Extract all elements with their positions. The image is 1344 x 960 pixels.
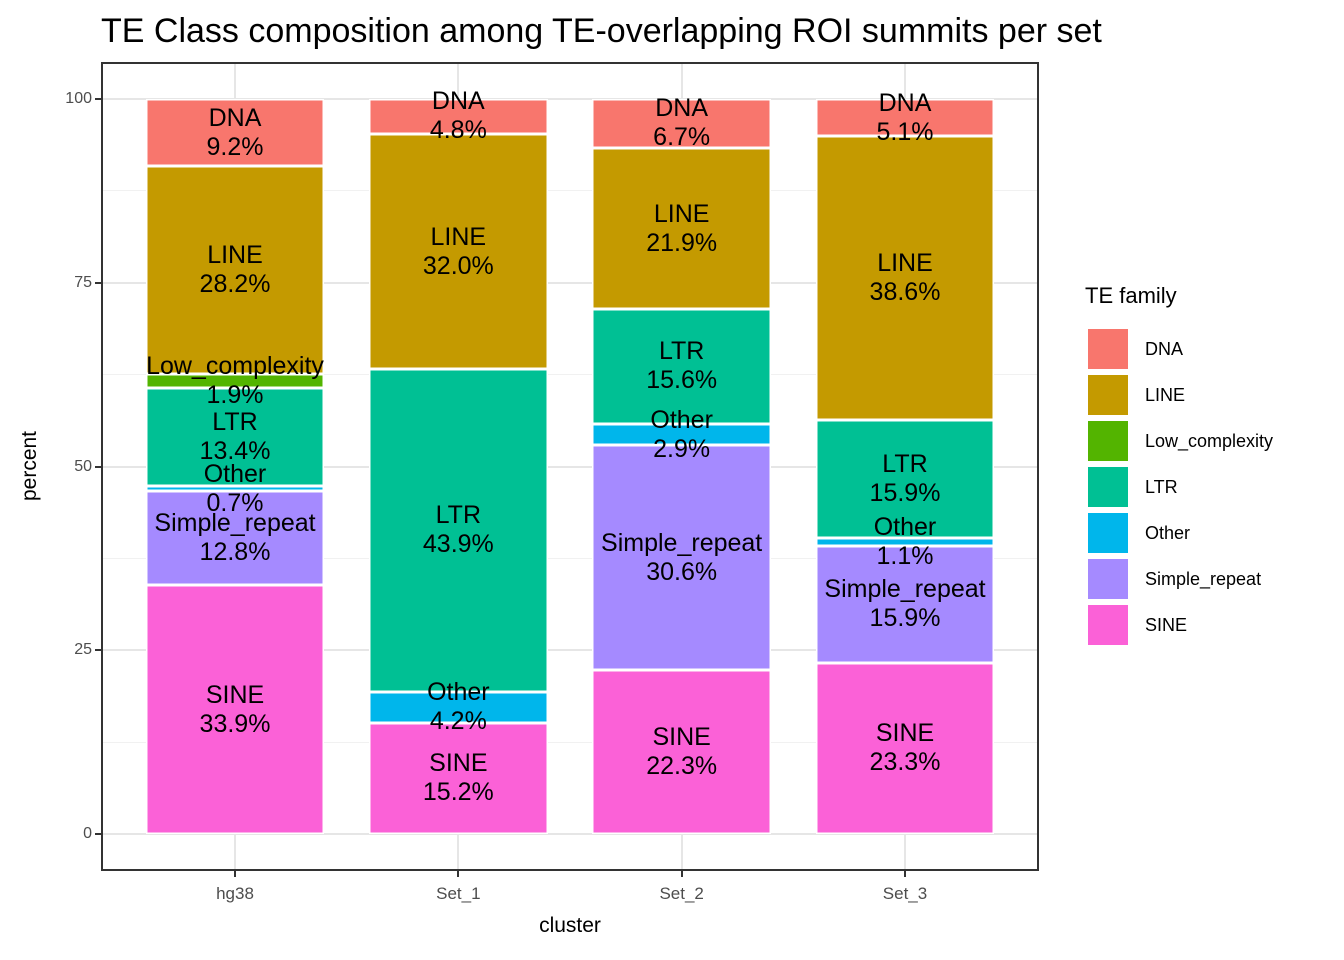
- major-gridline-y-100: [101, 97, 1039, 100]
- segment-hg38-line: [145, 166, 325, 374]
- legend-swatch-ltr: [1088, 467, 1128, 507]
- segment-hg38-other: [145, 485, 325, 492]
- x-tick-label-set-1: Set_1: [436, 884, 481, 903]
- segment-set-2-simple-repeat: [592, 445, 771, 671]
- y-tick-label-100: 100: [65, 89, 92, 107]
- x-tick-label-hg38: hg38: [216, 884, 254, 903]
- segment-set-2-ltr: [592, 309, 771, 424]
- segment-set-1-sine: [369, 722, 548, 835]
- legend-item-simple-repeat: Simple_repeat: [1085, 559, 1273, 599]
- segment-set-3-sine: [815, 662, 995, 835]
- legend-item-other: Other: [1085, 513, 1273, 553]
- x-tick-label-set-2: Set_2: [659, 884, 704, 903]
- segment-set-2-dna: [592, 98, 771, 149]
- legend-title: TE family: [1085, 283, 1177, 308]
- major-gridline-y-50: [101, 465, 1039, 468]
- segment-hg38-dna: [145, 98, 325, 167]
- x-axis-title: cluster: [539, 914, 601, 937]
- segment-hg38-simple-repeat: [145, 491, 325, 586]
- x-tick-mark-set-1: [457, 871, 460, 877]
- y-tick-label-50: 50: [74, 457, 92, 475]
- x-tick-mark-hg38: [234, 871, 236, 877]
- y-tick-label-0: 0: [83, 825, 92, 843]
- segment-set-1-line: [369, 134, 548, 370]
- legend-item-low-complexity: Low_complexity: [1085, 421, 1273, 461]
- y-tick-mark-75: [95, 281, 101, 284]
- segment-hg38-sine: [145, 585, 325, 835]
- x-tick-mark-set-2: [680, 871, 683, 877]
- minor-gridline-y-37.5: [101, 557, 1039, 559]
- minor-gridline-y-62.5: [101, 374, 1039, 376]
- legend-label-ltr: LTR: [1145, 476, 1178, 497]
- major-gridline-y-75: [101, 281, 1039, 284]
- plot-panel: DNA 9.2% LINE 28.2% Low_complexity 1.9% LTR 13.…: [101, 62, 1039, 871]
- x-tick-label-set-3: Set_3: [882, 884, 928, 903]
- legend-label-simple-repeat: Simple_repeat: [1145, 568, 1262, 589]
- legend-label-other: Other: [1145, 522, 1191, 543]
- y-tick-label-25: 25: [74, 641, 92, 659]
- segment-set-3-dna: [815, 98, 995, 137]
- legend-item-sine: SINE: [1085, 605, 1273, 645]
- segment-set-2-other: [592, 423, 771, 446]
- y-tick-mark-50: [95, 465, 101, 468]
- y-tick-mark-25: [95, 649, 101, 652]
- segment-set-1-other: [369, 691, 548, 723]
- minor-gridline-y-87.5: [101, 190, 1039, 192]
- legend-label-low-complexity: Low_complexity: [1145, 430, 1274, 451]
- legend-swatch-line: [1088, 375, 1128, 415]
- legend-item-ltr: LTR: [1085, 467, 1273, 507]
- segment-set-3-line: [815, 136, 995, 421]
- legend-swatch-low-complexity: [1088, 421, 1128, 461]
- legend-label-line: LINE: [1145, 384, 1186, 405]
- legend-item-line: LINE: [1085, 375, 1273, 415]
- segment-set-2-sine: [592, 670, 771, 835]
- segment-set-3-simple-repeat: [815, 545, 995, 663]
- legend-label-dna: DNA: [1145, 338, 1184, 359]
- y-tick-label-75: 75: [74, 273, 92, 291]
- segment-set-3-other: [815, 537, 995, 546]
- y-tick-mark-0: [95, 833, 101, 836]
- segment-set-2-line: [592, 148, 771, 310]
- major-gridline-y-0: [101, 833, 1039, 836]
- segment-set-1-dna: [369, 98, 548, 135]
- legend-label-sine: SINE: [1145, 614, 1188, 635]
- legend-swatch-other: [1088, 513, 1128, 553]
- legend: TE family DNA LINE Low_complexity LTR Other S…: [1085, 282, 1273, 651]
- x-tick-mark-set-3: [904, 871, 906, 877]
- legend-swatch-sine: [1088, 605, 1128, 645]
- minor-gridline-y-12.5: [101, 741, 1039, 743]
- legend-items: DNA LINE Low_complexity LTR Other Simple_repe…: [1085, 329, 1273, 645]
- y-tick-mark-100: [95, 97, 101, 100]
- segment-set-3-ltr: [815, 420, 995, 538]
- major-gridline-y-25: [101, 649, 1039, 652]
- legend-item-dna: DNA: [1085, 329, 1273, 369]
- legend-swatch-dna: [1088, 329, 1128, 369]
- legend-swatch-simple-repeat: [1088, 559, 1128, 599]
- chart-title: TE Class composition among TE-overlappin…: [101, 12, 1102, 50]
- y-axis-title: percent: [18, 430, 41, 502]
- segment-set-1-ltr: [369, 369, 548, 692]
- segment-hg38-ltr: [145, 387, 325, 486]
- segment-hg38-low-complexity: [145, 373, 325, 388]
